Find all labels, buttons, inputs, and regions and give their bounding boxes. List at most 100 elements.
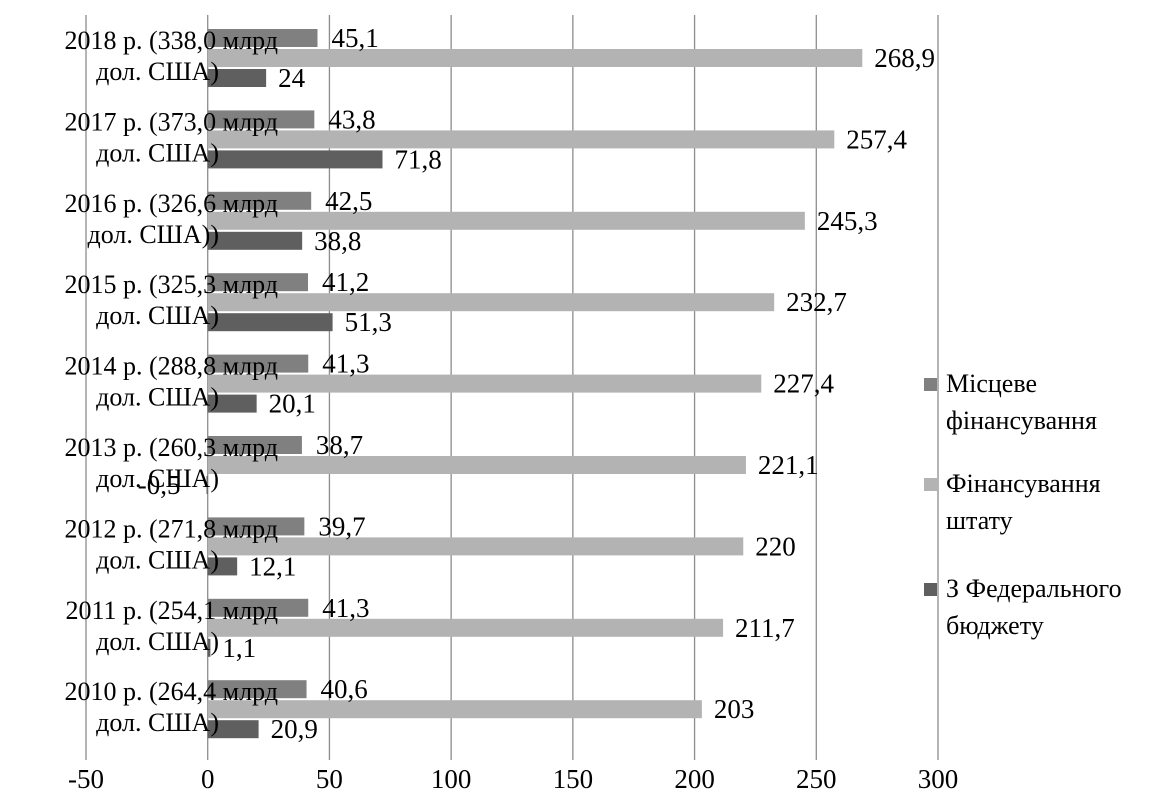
data-label-1-7: 211,7 bbox=[735, 613, 795, 643]
category-label-line-0-0: 2018 р. (338,0 млрд bbox=[65, 26, 278, 55]
legend-label-0: Місцеве фінансування bbox=[946, 369, 1097, 435]
legend-label-2: З Федерального бюджету bbox=[946, 574, 1122, 640]
data-label-2-1: 71,8 bbox=[394, 144, 441, 174]
data-label-2-3: 51,3 bbox=[345, 307, 392, 337]
data-label-0-6: 39,7 bbox=[318, 511, 365, 541]
x-tick-label-2: 50 bbox=[316, 764, 343, 794]
bar-0-5 bbox=[207, 436, 302, 454]
category-labels: 2018 р. (338,0 млрд дол. США)2017 р. (373… bbox=[65, 26, 278, 737]
x-tick-label-4: 150 bbox=[553, 764, 594, 794]
data-label-1-1: 257,4 bbox=[846, 124, 907, 154]
category-label-6: 2012 р. (271,8 млрд дол. США) bbox=[65, 514, 278, 574]
bar-1-3 bbox=[207, 293, 775, 312]
data-label-2-4: 20,1 bbox=[269, 389, 316, 419]
category-label-line-6-0: 2012 р. (271,8 млрд bbox=[65, 514, 278, 543]
category-label-3: 2015 р. (325,3 млрд дол. США) bbox=[65, 270, 278, 330]
data-label-0-3: 41,2 bbox=[322, 267, 369, 297]
bar-0-6 bbox=[207, 517, 305, 536]
data-label-2-2: 38,8 bbox=[314, 226, 361, 256]
legend-label-line-2-1: бюджету bbox=[946, 611, 1044, 640]
data-labels: 45,1 268,9 24 43,8 257,4 71,8 42,5 245,3 38,8 41,… bbox=[138, 23, 935, 744]
bar-2-6 bbox=[207, 557, 238, 576]
legend-swatch-0 bbox=[924, 378, 937, 391]
category-label-1: 2017 р. (373,0 млрд дол. США) bbox=[65, 107, 278, 167]
legend: Місцеве фінансування Фінансування штату З Фе… bbox=[924, 369, 1122, 640]
data-label-1-3: 232,7 bbox=[786, 287, 847, 317]
category-label-line-3-0: 2015 р. (325,3 млрд bbox=[65, 270, 278, 299]
legend-swatch-1 bbox=[924, 478, 937, 491]
bar-1-2 bbox=[207, 211, 805, 230]
data-label-0-0: 45,1 bbox=[332, 23, 379, 53]
x-tick-label-6: 250 bbox=[796, 764, 837, 794]
data-label-0-7: 41,3 bbox=[322, 593, 369, 623]
category-label-line-5-0: 2013 р. (260,3 млрд bbox=[65, 433, 278, 462]
bar-2-1 bbox=[207, 150, 383, 169]
category-label-7: 2011 р. (254,1 млрд дол. США) bbox=[65, 596, 278, 656]
data-label-2-5: -0,5 bbox=[138, 470, 181, 500]
data-label-1-5: 221,1 bbox=[758, 450, 819, 480]
legend-label-line-1-0: Фінансування bbox=[946, 469, 1101, 498]
data-label-1-0: 268,9 bbox=[874, 43, 935, 73]
category-label-line-1-0: 2017 р. (373,0 млрд bbox=[65, 107, 278, 136]
bar-1-1 bbox=[207, 130, 835, 149]
data-label-1-4: 227,4 bbox=[773, 369, 834, 399]
category-label-line-1-1: дол. США) bbox=[96, 138, 219, 167]
bar-1-8 bbox=[207, 700, 702, 719]
category-label-5: 2013 р. (260,3 млрд дол. США) bbox=[65, 433, 278, 493]
bar-2-7 bbox=[207, 638, 211, 657]
bar-2-0 bbox=[207, 69, 267, 87]
legend-label-1: Фінансування штату bbox=[946, 469, 1101, 535]
data-label-0-2: 42,5 bbox=[325, 186, 372, 216]
category-label-2: 2016 р. (326,6 млрд дол. США)) bbox=[65, 189, 278, 249]
x-axis-tick-labels: -50 0 50 100 150 200 250 300 bbox=[68, 764, 958, 794]
data-label-0-8: 40,6 bbox=[321, 674, 368, 704]
x-tick-label-0: -50 bbox=[68, 764, 104, 794]
category-label-line-4-1: дол. США) bbox=[96, 383, 219, 412]
bar-1-0 bbox=[207, 49, 863, 67]
bars bbox=[206, 29, 863, 739]
legend-label-line-0-0: Місцеве bbox=[946, 369, 1037, 398]
x-tick-label-5: 200 bbox=[674, 764, 715, 794]
bar-0-4 bbox=[207, 354, 309, 373]
x-tick-label-7: 300 bbox=[918, 764, 959, 794]
category-label-line-8-0: 2010 р. (264,4 млрд bbox=[65, 677, 278, 706]
category-label-0: 2018 р. (338,0 млрд дол. США) bbox=[65, 26, 278, 86]
bar-0-8 bbox=[207, 680, 307, 699]
bar-2-5 bbox=[206, 476, 208, 494]
data-label-2-8: 20,9 bbox=[271, 714, 318, 744]
bar-2-2 bbox=[207, 231, 303, 250]
bar-0-0 bbox=[207, 29, 318, 47]
bar-2-3 bbox=[207, 313, 333, 332]
data-label-2-7: 1,1 bbox=[222, 633, 256, 663]
data-label-1-8: 203 bbox=[714, 694, 755, 724]
bar-0-7 bbox=[207, 598, 309, 617]
data-label-0-5: 38,7 bbox=[316, 430, 363, 460]
data-label-2-0: 24 bbox=[278, 63, 306, 93]
legend-swatch-2 bbox=[924, 583, 937, 596]
category-label-line-8-1: дол. США) bbox=[96, 708, 219, 737]
bar-1-5 bbox=[207, 456, 746, 474]
category-label-4: 2014 р. (288,8 млрд дол. США) bbox=[65, 352, 278, 412]
bar-1-4 bbox=[207, 374, 762, 393]
data-label-0-1: 43,8 bbox=[328, 104, 375, 134]
category-label-line-7-1: дол. США) bbox=[96, 627, 219, 656]
data-label-2-6: 12,1 bbox=[249, 551, 296, 581]
category-label-line-3-1: дол. США) bbox=[96, 301, 219, 330]
category-label-line-5-1: дол. США) bbox=[96, 464, 219, 493]
category-label-line-2-0: 2016 р. (326,6 млрд bbox=[65, 189, 278, 218]
legend-label-line-0-1: фінансування bbox=[946, 406, 1097, 435]
legend-label-line-1-1: штату bbox=[946, 506, 1013, 535]
category-label-line-4-0: 2014 р. (288,8 млрд bbox=[65, 352, 278, 381]
category-label-line-2-1: дол. США)) bbox=[87, 220, 219, 249]
data-label-1-2: 245,3 bbox=[817, 206, 878, 236]
bar-2-8 bbox=[207, 720, 259, 739]
x-tick-label-3: 100 bbox=[431, 764, 472, 794]
category-label-line-7-0: 2011 р. (254,1 млрд bbox=[65, 596, 278, 625]
bar-0-3 bbox=[207, 273, 309, 292]
bar-0-2 bbox=[207, 191, 312, 210]
category-label-line-0-1: дол. США) bbox=[96, 57, 219, 86]
bar-0-1 bbox=[207, 110, 315, 129]
bar-1-7 bbox=[207, 618, 724, 637]
legend-label-line-2-0: З Федерального bbox=[946, 574, 1122, 603]
